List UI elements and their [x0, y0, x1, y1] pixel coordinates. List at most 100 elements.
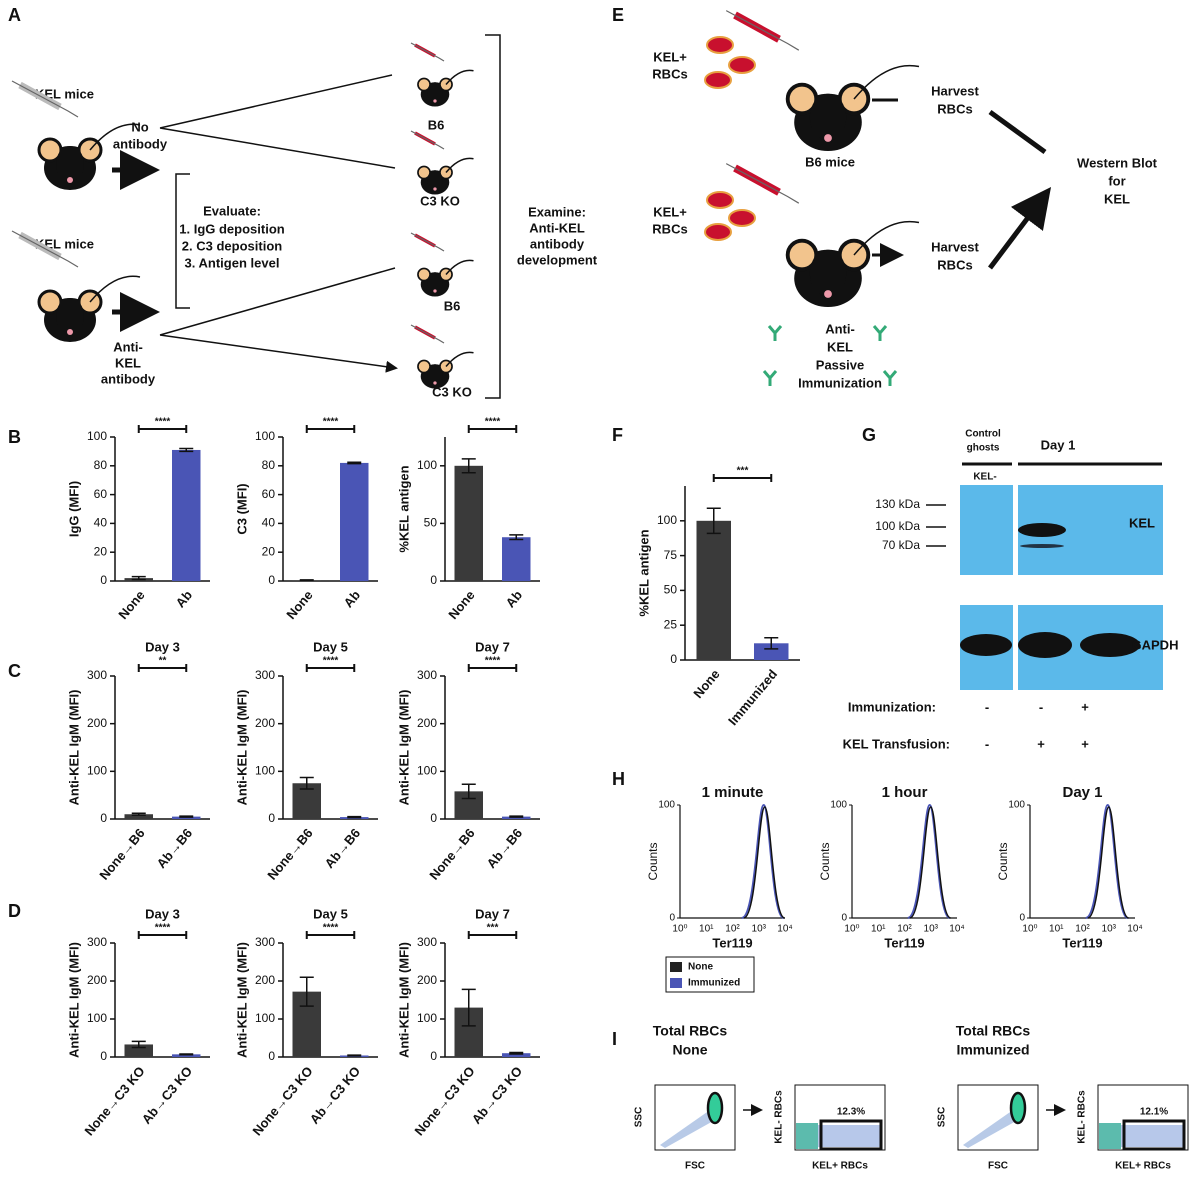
mouse-tail	[853, 64, 920, 100]
x-tick-label: None→B6	[264, 825, 315, 882]
mouse-tail	[445, 69, 474, 85]
y-axis-label: Counts	[646, 842, 660, 880]
y-axis-label: %KEL antigen	[636, 529, 651, 616]
y-tick-label: 200	[87, 973, 107, 987]
label: -	[985, 736, 989, 751]
syringe-outline	[11, 80, 79, 118]
y-tick-label: 0	[268, 573, 275, 587]
marker-label: 100 kDa	[875, 519, 920, 533]
chart-title: Day 3	[145, 906, 180, 921]
label: Control	[965, 429, 1001, 440]
mouse-tail	[89, 123, 141, 151]
label: Anti-	[113, 339, 143, 354]
label: Passive	[816, 357, 864, 372]
legend-swatch	[670, 978, 682, 988]
label: -	[985, 699, 989, 714]
rbc	[706, 36, 734, 54]
panel-label: D	[8, 901, 21, 921]
antibody-icon	[767, 325, 783, 341]
band	[1020, 544, 1064, 548]
x-tick-label: 10¹	[1049, 924, 1064, 935]
label: B6 mice	[805, 154, 855, 169]
bar	[172, 449, 201, 581]
mouse-ear	[37, 289, 63, 315]
mouse-tail	[89, 275, 141, 303]
mouse-head	[427, 272, 443, 293]
label: Anti-KEL	[529, 220, 585, 235]
y-tick-label: 200	[255, 716, 275, 730]
error-bar	[299, 776, 314, 790]
panel-i: Total RBCs None SSC FSC 12.3% KEL- RBCs KEL+ R…	[634, 1023, 1189, 1172]
significance-bracket	[137, 664, 188, 672]
significance-label: ****	[485, 417, 501, 428]
error-bar	[179, 447, 194, 453]
scatter-cloud	[660, 1110, 715, 1148]
label: Evaluate:	[203, 203, 261, 218]
mouse-ear	[417, 165, 431, 180]
x-axis-label: FSC	[685, 1161, 705, 1172]
gate-percent: 12.3%	[837, 1107, 865, 1118]
y-tick-label: 300	[87, 668, 107, 682]
panel-label: H	[612, 769, 625, 789]
panel-label: C	[8, 661, 21, 681]
x-axis-label: FSC	[988, 1161, 1008, 1172]
y-tick-label: 300	[417, 935, 437, 949]
mouse-head	[56, 298, 84, 334]
label: +	[1037, 736, 1045, 751]
scatter-gate	[706, 1091, 724, 1125]
x-tick-label: 10⁴	[1127, 924, 1142, 935]
x-tick-label: 10²	[1075, 924, 1090, 935]
label: C3 KO	[432, 384, 472, 399]
histogram-title: Day 1	[1062, 784, 1102, 801]
histogram-curve	[1085, 803, 1129, 919]
marker-ticks	[926, 504, 946, 547]
significance-label: ***	[737, 466, 749, 477]
x-tick-label: Ab	[173, 587, 196, 610]
x-tick-label: 10³	[924, 924, 939, 935]
y-tick-label: 20	[94, 544, 108, 558]
histogram-curve	[743, 806, 786, 919]
y-axis-label: Anti-KEL IgM (MFI)	[234, 689, 249, 805]
x-tick-label: Ab→B6	[484, 825, 526, 871]
legend-label: Immunized	[688, 978, 740, 989]
rbc	[704, 71, 732, 89]
y-axis-label: C3 (MFI)	[234, 483, 249, 534]
y-axis-label: SSC	[937, 1107, 948, 1128]
x-tick-label: 10⁰	[672, 924, 687, 935]
mouse-tail	[853, 220, 920, 256]
x-tick-label: None→B6	[426, 825, 477, 882]
y-tick-label: 20	[262, 544, 276, 558]
bar	[502, 537, 531, 581]
mouse-nose	[824, 290, 832, 298]
chart-title: Day 7	[475, 906, 510, 921]
chart-title: Day 5	[313, 639, 348, 654]
y-tick-label: 200	[87, 716, 107, 730]
error-bar	[461, 783, 476, 800]
y-tick-label: 100	[1008, 800, 1025, 811]
error-bar	[706, 507, 721, 535]
y-tick-label: 0	[669, 913, 675, 924]
syringe-outline	[410, 324, 445, 344]
y-tick-label: 300	[417, 668, 437, 682]
antibody-icon	[762, 370, 778, 386]
y-tick-label: 200	[417, 973, 437, 987]
mouse-tail	[445, 259, 474, 275]
histogram-title: 1 minute	[702, 784, 764, 801]
panel-labels: A B C D E F G H I	[8, 5, 876, 1049]
significance-label: ***	[487, 923, 499, 934]
x-tick-label: None	[690, 666, 722, 701]
y-tick-label: 100	[255, 764, 275, 778]
label: 2. C3 deposition	[182, 238, 282, 253]
label: Western Blot	[1077, 155, 1158, 170]
mouse-nose	[67, 329, 73, 335]
label: Harvest	[931, 83, 979, 98]
y-tick-label: 100	[417, 1011, 437, 1025]
arrows	[159, 74, 395, 368]
plot-title: Total RBCs	[653, 1023, 728, 1039]
significance-bracket	[305, 664, 356, 672]
rbc	[728, 209, 756, 227]
panel-label: B	[8, 427, 21, 447]
error-bar	[347, 1054, 362, 1057]
y-tick-label: 200	[417, 716, 437, 730]
y-tick-label: 0	[841, 913, 847, 924]
